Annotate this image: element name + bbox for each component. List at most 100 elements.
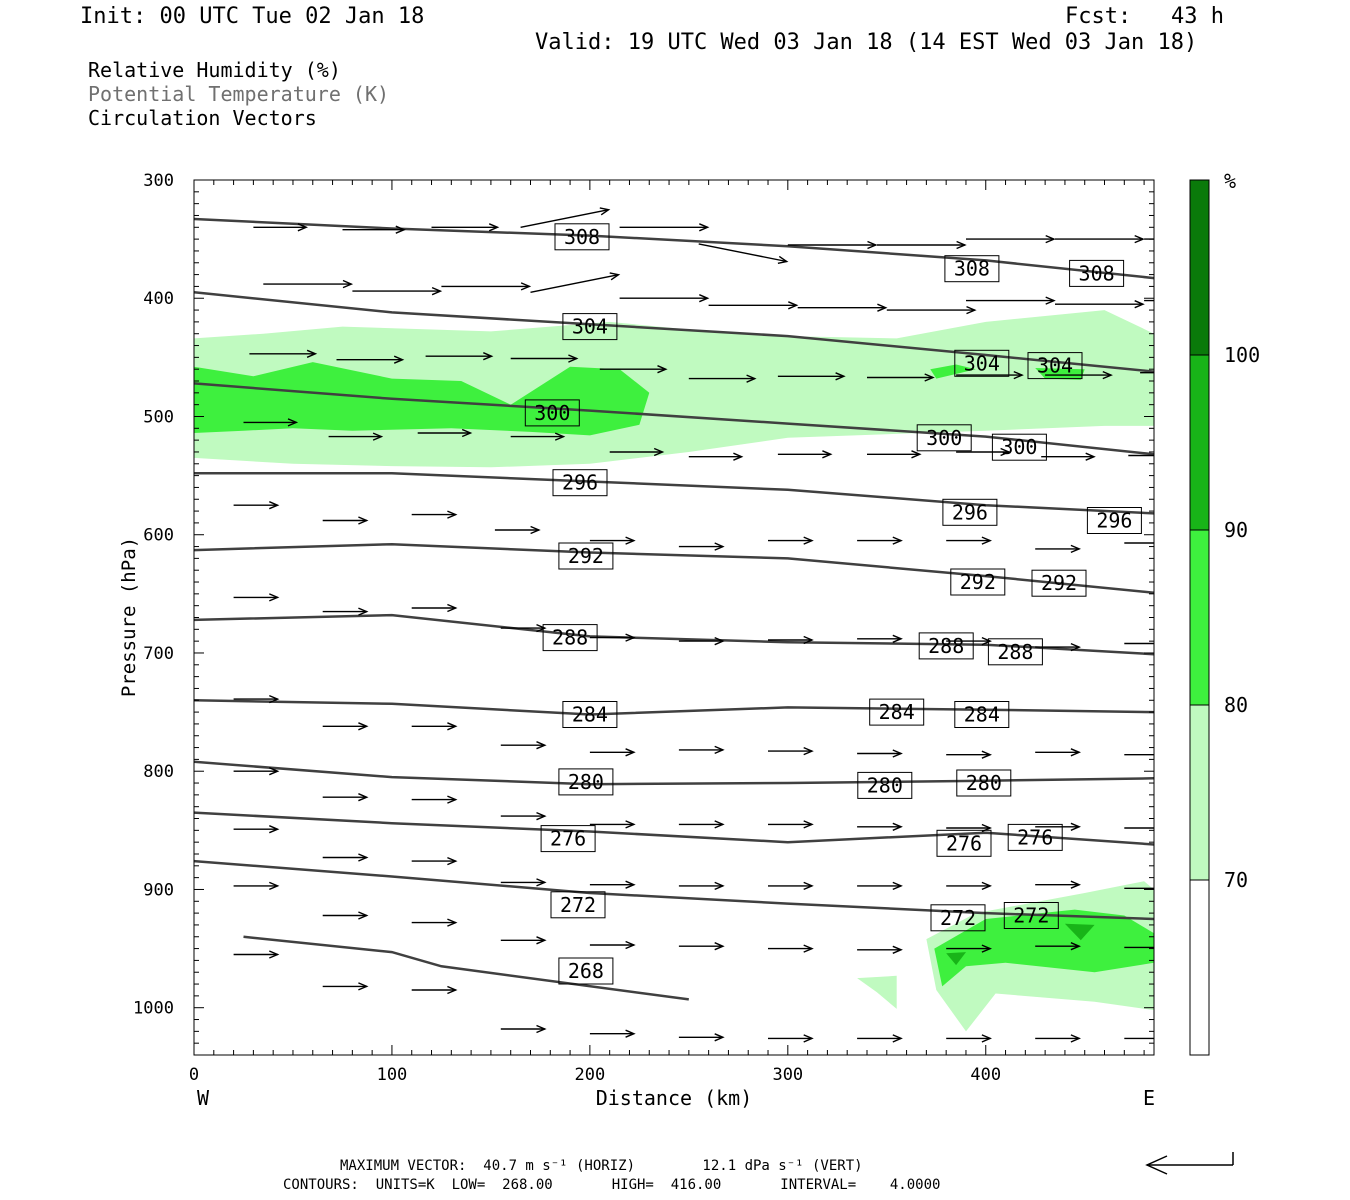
circulation-vector <box>263 279 354 289</box>
x-tick-label: 200 <box>575 1065 606 1085</box>
contour-label: 280 <box>558 768 614 796</box>
theta-contour-284 <box>194 699 1154 716</box>
circulation-vector <box>1124 542 1154 544</box>
contour-label: 272 <box>930 904 986 932</box>
contour-label-text: 296 <box>952 500 988 524</box>
circulation-vector <box>688 374 757 383</box>
circulation-vector <box>609 447 665 457</box>
theta-contour-300 <box>194 382 1154 456</box>
circulation-vector <box>233 881 280 891</box>
circulation-vector <box>678 745 725 755</box>
circulation-vector <box>1144 299 1154 302</box>
contour-label-text: 268 <box>568 959 604 983</box>
contour-label-text: 296 <box>1096 509 1132 533</box>
y-tick-label: 600 <box>143 526 174 546</box>
circulation-vector <box>768 536 814 545</box>
vectors-legend: Circulation Vectors <box>88 106 317 130</box>
circulation-vector <box>768 635 814 645</box>
circulation-vector <box>589 880 636 889</box>
colorbar-label: 70 <box>1224 868 1248 892</box>
circulation-vector <box>1035 942 1082 951</box>
contour-label: 300 <box>991 433 1047 461</box>
contour-label: 272 <box>1003 902 1059 929</box>
circulation-vector <box>678 1033 725 1042</box>
colorbar-unit: % <box>1224 169 1236 193</box>
circulation-vector <box>777 450 833 459</box>
x-axis-left-end: W <box>197 1086 210 1110</box>
rh-region-90-100 <box>946 952 966 966</box>
circulation-vector <box>886 305 977 315</box>
x-tick-label: 100 <box>377 1065 408 1085</box>
circulation-vector <box>336 355 405 364</box>
colorbar-label: 100 <box>1224 343 1260 367</box>
circulation-vector <box>322 793 369 802</box>
rh-region-70-80 <box>857 975 897 1009</box>
contour-label: 292 <box>1031 569 1087 597</box>
circulation-vector <box>966 234 1056 244</box>
contour-label: 304 <box>954 349 1010 377</box>
rh-region-80-90 <box>930 364 976 379</box>
contour-label-text: 272 <box>940 906 976 930</box>
circulation-vector <box>233 767 280 776</box>
colorbar-swatch <box>1189 529 1210 706</box>
contours-note: CONTOURS: UNITS=K LOW= 268.00 HIGH= 416.… <box>283 1177 941 1193</box>
x-tick-label: 400 <box>970 1065 1001 1085</box>
circulation-vector <box>589 536 636 545</box>
circulation-vector <box>1128 454 1154 457</box>
circulation-vector <box>1124 754 1154 756</box>
y-tick-label: 300 <box>143 171 174 191</box>
rh-region-80-90 <box>194 362 650 436</box>
circulation-vector <box>1124 642 1154 645</box>
circulation-vector <box>233 501 280 510</box>
circulation-vector <box>1035 880 1082 889</box>
circulation-vector <box>510 432 566 441</box>
circulation-vector <box>411 722 458 731</box>
circulation-vector <box>619 294 710 303</box>
circulation-vector <box>500 1024 547 1034</box>
circulation-vector <box>857 822 903 831</box>
colorbar-swatch <box>1189 879 1210 1056</box>
circulation-vector <box>857 634 903 643</box>
contour-label: 296 <box>942 498 998 526</box>
circulation-vector <box>243 418 299 427</box>
circulation-vector <box>946 1034 992 1043</box>
circulation-vector <box>411 603 458 613</box>
circulation-vector <box>352 286 443 296</box>
circulation-vector <box>708 301 799 310</box>
y-axis-title: Pressure (hPa) <box>118 537 140 697</box>
contour-label: 288 <box>542 624 598 652</box>
contour-label-text: 304 <box>572 315 608 339</box>
circulation-vector <box>411 510 458 519</box>
contour-label: 280 <box>956 769 1012 797</box>
contour-label-text: 308 <box>954 257 990 281</box>
theta-contour-272 <box>194 859 1154 921</box>
circulation-vector <box>946 881 993 891</box>
contour-label-text: 280 <box>867 773 903 797</box>
init-time: Init: 00 UTC Tue 02 Jan 18 <box>80 4 425 29</box>
circulation-vector <box>1144 238 1154 240</box>
circulation-vector <box>1124 1037 1154 1040</box>
contour-label-text: 288 <box>997 640 1033 664</box>
contour-label: 304 <box>1027 352 1083 380</box>
circulation-vector <box>1041 452 1096 461</box>
circulation-vector <box>876 240 967 250</box>
contour-label-text: 304 <box>1037 354 1073 378</box>
circulation-vector <box>857 881 903 891</box>
contour-label: 304 <box>562 313 618 341</box>
circulation-vector <box>1055 300 1145 309</box>
circulation-vector <box>500 878 547 887</box>
contour-label-text: 292 <box>1041 571 1077 595</box>
x-axis-title: Distance (km) <box>596 1086 753 1110</box>
circulation-vector <box>589 633 636 642</box>
y-tick-label: 500 <box>143 407 174 427</box>
colorbar-swatch <box>1189 704 1210 881</box>
circulation-vector <box>425 352 494 361</box>
circulation-vector <box>411 856 458 866</box>
circulation-vector <box>500 936 547 945</box>
x-tick-label: 0 <box>189 1065 199 1085</box>
x-tick-label: 300 <box>772 1065 803 1085</box>
circulation-vector <box>253 223 309 232</box>
rh-region-90-100 <box>1064 923 1095 941</box>
colorbar-swatch <box>1189 354 1210 531</box>
colorbar-swatch <box>1189 179 1210 356</box>
